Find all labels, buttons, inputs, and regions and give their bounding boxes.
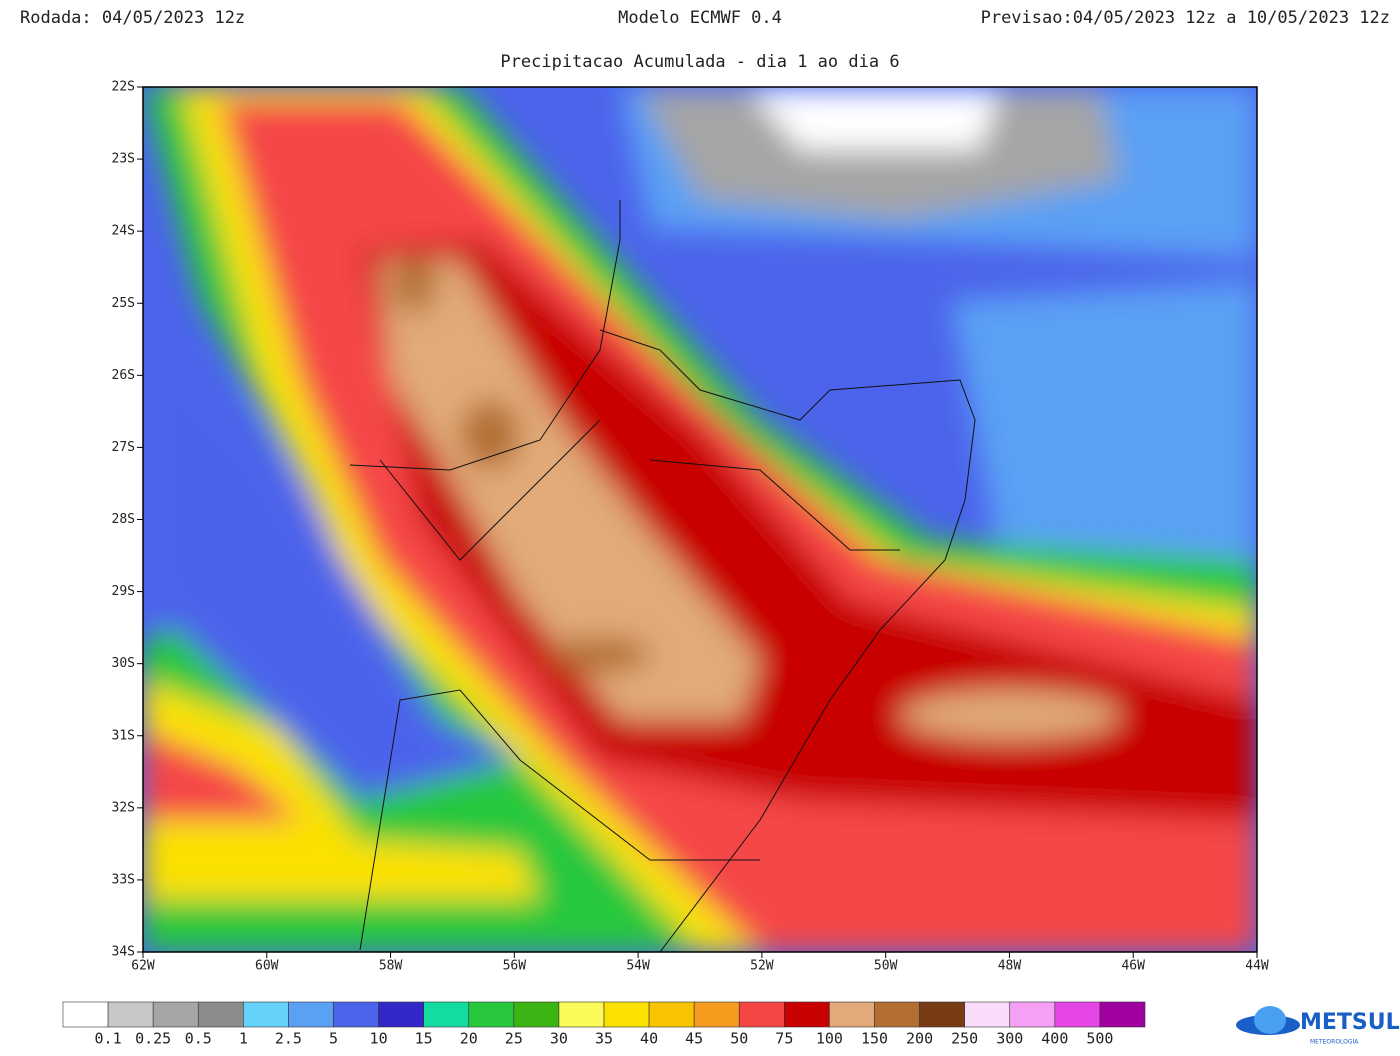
colorbar-swatch — [648, 1001, 695, 1028]
colorbar-swatch — [829, 1001, 875, 1028]
lat-label: 28S — [112, 512, 135, 527]
lat-label: 33S — [112, 872, 135, 887]
colorbar-label: 500 — [1086, 1030, 1113, 1048]
colorbar-swatch — [603, 1001, 650, 1028]
colorbar-label: 50 — [730, 1030, 748, 1048]
lon-label: 48W — [998, 959, 1022, 974]
colorbar-swatch — [333, 1001, 379, 1028]
model-title: Modelo ECMWF 0.4 — [618, 8, 782, 28]
lon-label: 46W — [1121, 959, 1145, 974]
subtitle: Precipitacao Acumulada - dia 1 ao dia 6 — [500, 52, 899, 72]
precip-field — [143, 87, 1257, 952]
logo: METSUL METEOROLOGIA — [1236, 1006, 1400, 1046]
lon-label: 56W — [503, 959, 527, 974]
lat-label: 32S — [112, 800, 135, 815]
logo-tagline: METEOROLOGIA — [1310, 1039, 1359, 1046]
colorbar-label: 0.25 — [135, 1030, 171, 1048]
run-label: Rodada: 04/05/2023 12z — [20, 8, 245, 28]
colorbar-label: 1 — [239, 1030, 248, 1048]
colorbar-swatch — [784, 1001, 830, 1028]
colorbar-swatch — [243, 1001, 289, 1028]
colorbar-label: 250 — [951, 1030, 978, 1048]
colorbar-swatch — [1099, 1001, 1146, 1028]
colorbar-label: 15 — [415, 1030, 433, 1048]
colorbar-label: 10 — [370, 1030, 388, 1048]
colorbar-swatch — [964, 1001, 1011, 1028]
colorbar-label: 25 — [505, 1030, 523, 1048]
lon-label: 58W — [379, 959, 403, 974]
colorbar-label: 45 — [685, 1030, 703, 1048]
colorbar: 0.1 0.25 0.5 1 2.5 5 10 15 20 25 30 35 40 45 50 75 100 15… — [62, 1001, 1146, 1048]
lat-label: 25S — [112, 296, 135, 311]
colorbar-swatch — [423, 1001, 470, 1028]
colorbar-swatch — [107, 1001, 154, 1028]
lat-label: 31S — [112, 728, 135, 743]
colorbar-swatch — [558, 1001, 605, 1028]
colorbar-label: 30 — [550, 1030, 568, 1048]
colorbar-label: 100 — [816, 1030, 843, 1048]
colorbar-label: 0.1 — [95, 1030, 122, 1048]
colorbar-label: 150 — [861, 1030, 888, 1048]
colorbar-label: 200 — [906, 1030, 933, 1048]
lat-label: 29S — [112, 584, 135, 599]
colorbar-label: 35 — [595, 1030, 613, 1048]
lat-label: 26S — [112, 368, 135, 383]
colorbar-swatch — [197, 1001, 244, 1028]
colorbar-swatch — [1054, 1001, 1101, 1028]
borders — [349, 200, 976, 952]
colorbar-label: 40 — [640, 1030, 658, 1048]
colorbar-swatch — [693, 1001, 740, 1028]
colorbar-label: 5 — [329, 1030, 338, 1048]
colorbar-swatch — [513, 1001, 560, 1028]
colorbar-swatch — [738, 1001, 785, 1028]
colorbar-label: 0.5 — [185, 1030, 212, 1048]
lat-label: 27S — [112, 440, 135, 455]
lon-label: 52W — [750, 959, 774, 974]
colorbar-label: 2.5 — [275, 1030, 302, 1048]
lon-label: 50W — [874, 959, 898, 974]
lon-label: 44W — [1245, 959, 1269, 974]
map-axes: 22S23S24S25S26S27S28S29S30S31S32S33S34S6… — [112, 80, 1269, 974]
colorbar-swatch — [1009, 1001, 1056, 1028]
lat-label: 22S — [112, 80, 135, 95]
colorbar-label: 20 — [460, 1030, 478, 1048]
colorbar-label: 300 — [996, 1030, 1023, 1048]
colorbar-swatch — [874, 1001, 920, 1028]
lat-label: 24S — [112, 224, 135, 239]
colorbar-label: 75 — [775, 1030, 793, 1048]
lon-label: 60W — [255, 959, 279, 974]
colorbar-swatch — [919, 1001, 965, 1028]
forecast-label: Previsao:04/05/2023 12z a 10/05/2023 12z — [981, 8, 1390, 28]
lat-label: 34S — [112, 945, 135, 960]
logo-name: METSUL — [1300, 1010, 1400, 1035]
lat-label: 23S — [112, 152, 135, 167]
colorbar-swatch — [378, 1001, 424, 1028]
colorbar-swatch — [468, 1001, 515, 1028]
lon-label: 62W — [131, 959, 155, 974]
lat-label: 30S — [112, 656, 135, 671]
colorbar-swatch — [62, 1001, 109, 1028]
colorbar-label: 400 — [1041, 1030, 1068, 1048]
colorbar-swatch — [152, 1001, 199, 1028]
lon-label: 54W — [626, 959, 650, 974]
colorbar-swatch — [288, 1001, 334, 1028]
